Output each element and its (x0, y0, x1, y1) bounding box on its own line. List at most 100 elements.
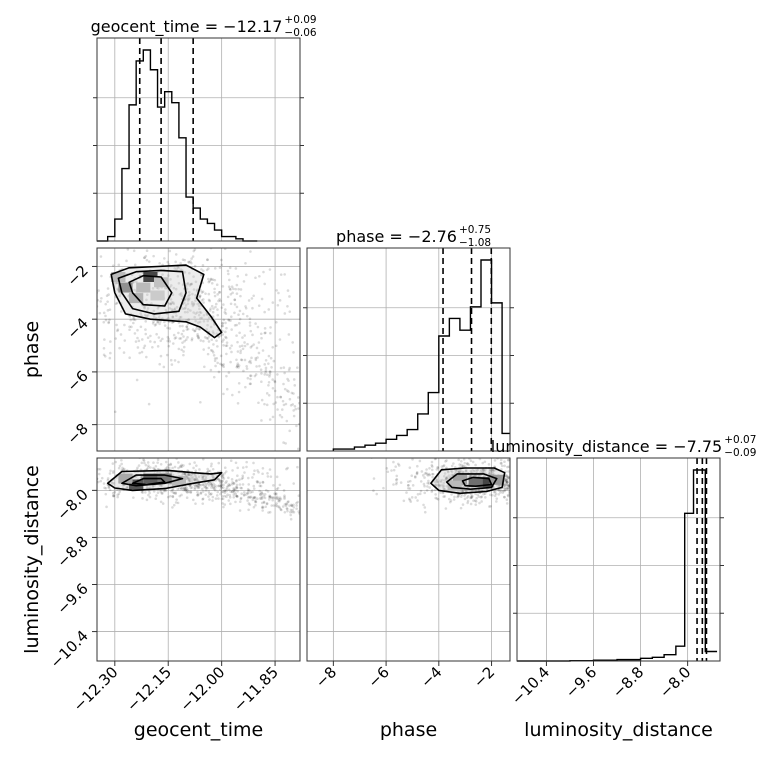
sample-point (303, 494, 306, 497)
sample-point (548, 471, 551, 474)
sample-point (416, 493, 420, 496)
sample-point (537, 481, 540, 484)
sample-point (274, 496, 278, 500)
density-cell (129, 293, 144, 304)
sample-point (462, 464, 465, 468)
sample-point (186, 476, 190, 480)
sample-point (160, 491, 163, 495)
sample-point (535, 464, 538, 467)
sample-point (316, 390, 319, 393)
sample-point (487, 463, 491, 466)
sample-point (528, 493, 531, 496)
sample-point (255, 365, 258, 368)
sample-point (218, 227, 221, 230)
sample-point (111, 491, 115, 495)
sample-point (231, 482, 234, 486)
sample-point (408, 498, 412, 502)
sample-point (269, 331, 272, 335)
sample-point (221, 473, 225, 477)
sample-point (166, 260, 170, 264)
sample-point (94, 362, 97, 365)
sample-point (152, 320, 155, 324)
sample-point (267, 380, 271, 384)
sample-point (297, 494, 300, 497)
sample-point (525, 476, 528, 479)
sample-point (200, 291, 204, 294)
sample-point (538, 494, 541, 497)
sample-point (196, 486, 199, 489)
sample-point (146, 307, 150, 310)
sample-point (469, 469, 473, 473)
x-tick-label: −12.15 (123, 663, 175, 715)
sample-point (514, 496, 517, 499)
sample-point (228, 266, 232, 270)
sample-point (196, 334, 199, 338)
sample-point (219, 334, 223, 337)
sample-point (268, 496, 271, 499)
sample-point (180, 463, 184, 467)
sample-point (325, 503, 328, 506)
sample-point (402, 499, 406, 503)
x-tick-label: −2 (470, 663, 498, 691)
sample-point (87, 482, 90, 485)
sample-point (466, 499, 470, 503)
sample-point (288, 504, 291, 507)
sample-point (246, 342, 249, 346)
sample-point (473, 499, 477, 502)
sample-point (180, 465, 184, 468)
x-tick-label: −8 (312, 663, 340, 691)
sample-point (169, 298, 173, 301)
sample-point (143, 256, 147, 259)
sample-point (217, 461, 221, 465)
sample-point (289, 403, 293, 407)
sample-point (462, 458, 466, 461)
sample-point (245, 460, 248, 464)
sample-point (527, 483, 530, 486)
sample-point (238, 500, 242, 504)
sample-point (125, 259, 128, 263)
sample-point (115, 281, 118, 285)
sample-point (218, 266, 222, 269)
density-cell (154, 277, 169, 288)
sample-point (536, 486, 539, 489)
sample-point (240, 477, 244, 481)
sample-point (142, 209, 145, 212)
sample-point (120, 462, 123, 466)
sample-point (156, 467, 160, 471)
sample-point (210, 304, 214, 308)
sample-point (440, 483, 444, 487)
sample-point (295, 424, 298, 428)
sample-point (321, 514, 324, 517)
sample-point (75, 467, 78, 470)
sample-point (225, 489, 228, 493)
sample-point (260, 398, 264, 402)
sample-point (144, 332, 148, 336)
sample-point (108, 308, 112, 311)
sample-point (505, 481, 509, 484)
sample-point (111, 481, 114, 485)
sample-point (238, 509, 242, 512)
sample-point (180, 487, 183, 490)
sample-point (453, 465, 457, 469)
sample-point (166, 470, 170, 474)
sample-point (158, 322, 161, 326)
sample-point (216, 484, 220, 488)
sample-point (292, 409, 295, 412)
sample-point (246, 491, 249, 495)
sample-point (65, 476, 68, 479)
sample-point (140, 314, 143, 317)
sample-point (279, 273, 283, 276)
sample-point (112, 494, 116, 497)
sample-point (405, 491, 408, 494)
sample-point (239, 486, 242, 490)
sample-point (199, 492, 203, 495)
sample-point (248, 489, 251, 492)
sample-point (271, 415, 275, 419)
sample-point (181, 486, 185, 490)
sample-point (120, 310, 123, 313)
sample-point (527, 489, 530, 492)
sample-point (216, 293, 219, 296)
sample-point (153, 467, 156, 471)
marginal-luminosity_distance: luminosity_distance = −7.75 +0.07−0.09 (491, 434, 756, 662)
sample-point (539, 485, 542, 488)
